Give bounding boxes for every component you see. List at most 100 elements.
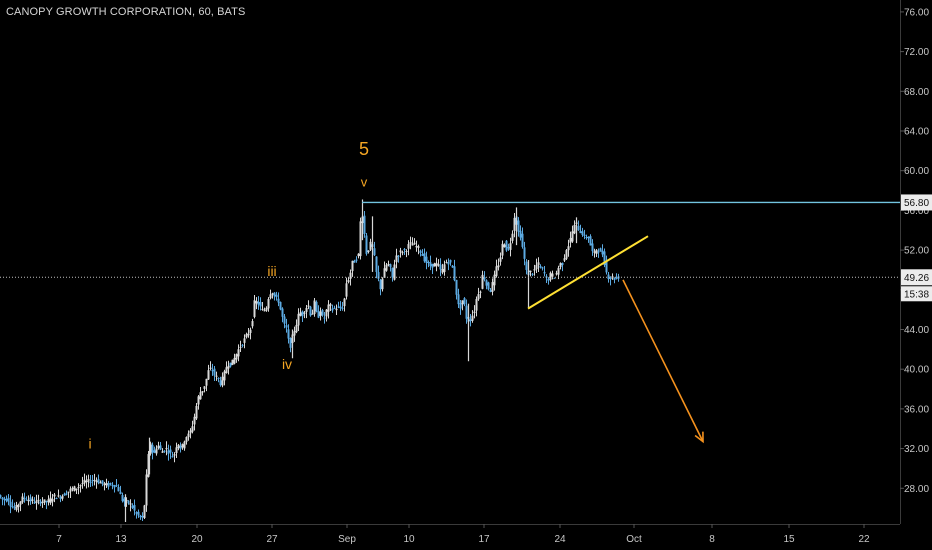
- candle-body: [105, 482, 108, 486]
- candle-body: [305, 307, 308, 312]
- x-tick-label: Sep: [338, 534, 356, 545]
- candle-body: [283, 316, 286, 324]
- candle-body: [525, 261, 528, 270]
- drawing-overlays: [0, 201, 900, 444]
- candle-body: [455, 279, 458, 295]
- candle-body: [423, 253, 426, 262]
- candle-body: [47, 499, 50, 503]
- candle-body: [155, 448, 158, 454]
- candle-body: [315, 301, 318, 312]
- candle-body: [241, 344, 244, 346]
- candle-body: [303, 312, 306, 314]
- wave-label: iii: [267, 263, 276, 279]
- candle-body: [469, 319, 472, 322]
- candle-body: [73, 486, 76, 492]
- candle-body: [413, 242, 416, 245]
- candle-body: [85, 480, 88, 483]
- candle-body: [23, 497, 26, 499]
- candle-body: [233, 357, 236, 364]
- candle-body: [431, 263, 434, 268]
- candle-body: [189, 430, 192, 434]
- candle-body: [307, 305, 310, 307]
- candle-body: [505, 240, 508, 251]
- x-tick-label: 13: [115, 534, 127, 545]
- candle-body: [457, 294, 460, 305]
- candle-body: [449, 259, 452, 263]
- candle-body: [183, 441, 186, 449]
- candle-body: [489, 290, 492, 292]
- x-tick-label: 15: [783, 534, 795, 545]
- candle-body: [131, 505, 134, 508]
- candle-body: [607, 274, 610, 280]
- candle-body: [425, 256, 428, 263]
- candle-body: [227, 365, 230, 369]
- candle-body: [1, 497, 4, 500]
- candle-body: [421, 254, 424, 256]
- candle-body: [9, 501, 12, 507]
- candle-body: [401, 252, 404, 254]
- candle-body: [587, 236, 590, 239]
- candle-body: [597, 251, 600, 253]
- candle-body: [59, 497, 62, 499]
- candle-body: [503, 244, 506, 248]
- chart-title: CANOPY GROWTH CORPORATION, 60, BATS: [6, 6, 246, 18]
- candle-body: [113, 485, 116, 488]
- candle-body: [107, 483, 110, 487]
- candle-body: [33, 502, 36, 504]
- candle-body: [119, 491, 122, 495]
- candle-body: [295, 324, 298, 333]
- candle-body: [69, 488, 72, 492]
- candle-body: [353, 260, 356, 263]
- candle-body: [321, 309, 324, 316]
- candle-body: [553, 277, 556, 279]
- candle-body: [557, 267, 560, 275]
- candle-body: [511, 233, 514, 241]
- candle-body: [387, 264, 390, 266]
- candle-body: [521, 233, 524, 247]
- candle-body: [249, 329, 252, 334]
- candle-body: [39, 501, 42, 504]
- candle-body: [551, 273, 554, 277]
- candle-body: [475, 299, 478, 311]
- candle-body: [501, 243, 504, 256]
- candle-body: [83, 479, 86, 484]
- candle-body: [565, 250, 568, 259]
- candle-body: [407, 244, 410, 249]
- candle-body: [79, 485, 82, 487]
- candle-body: [271, 293, 274, 295]
- candle-body: [95, 480, 98, 482]
- x-axis-ticks: 7 13 20 27 Sep 10 17 24 Oct 8 15 22: [56, 524, 870, 545]
- candle-body: [483, 277, 486, 280]
- candle-body: [343, 298, 346, 307]
- candle-body: [365, 235, 368, 254]
- y-tick-label: 28.00: [904, 484, 929, 495]
- candle-body: [341, 307, 344, 309]
- candle-body: [441, 268, 444, 273]
- candle-body: [571, 231, 574, 242]
- candle-body: [509, 243, 512, 250]
- candle-body: [205, 378, 208, 386]
- candle-body: [465, 305, 468, 319]
- candle-body: [197, 396, 200, 405]
- candle-body: [287, 329, 290, 339]
- candle-body: [299, 312, 302, 316]
- candle-body: [181, 444, 184, 448]
- candle-body: [381, 278, 384, 290]
- candle-body: [129, 503, 132, 505]
- candle-body: [175, 447, 178, 454]
- candle-body: [409, 242, 412, 244]
- last-price-label: 49.26: [904, 273, 929, 284]
- candle-body: [187, 433, 190, 438]
- countdown-tag: [901, 286, 932, 302]
- candle-body: [169, 449, 172, 453]
- candle-body: [399, 250, 402, 253]
- candle-body: [125, 499, 128, 501]
- y-tick-label: 72.00: [904, 47, 929, 58]
- y-tick-label: 44.00: [904, 325, 929, 336]
- candle-body: [577, 225, 580, 231]
- projection-arrow: [622, 279, 704, 442]
- candle-body: [229, 362, 232, 367]
- candle-body: [339, 306, 342, 309]
